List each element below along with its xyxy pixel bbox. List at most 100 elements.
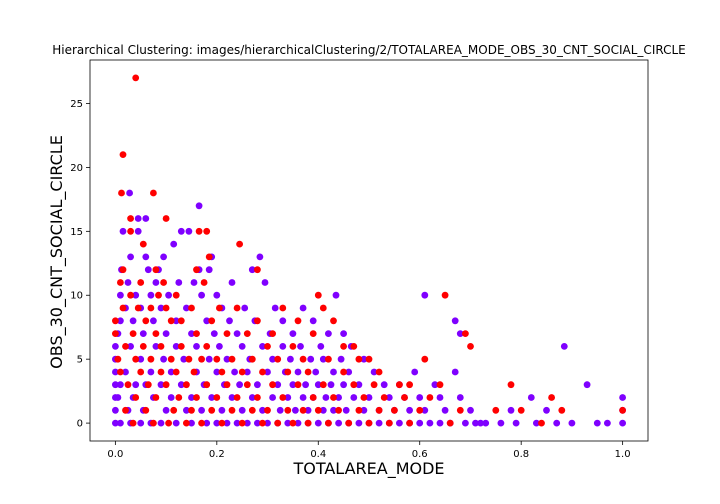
scatter-point — [396, 381, 403, 389]
scatter-point — [223, 419, 231, 427]
scatter-point — [223, 355, 231, 363]
scatter-point — [297, 343, 304, 350]
scatter-point — [279, 343, 287, 350]
scatter-point — [228, 279, 236, 286]
scatter-point — [157, 368, 165, 376]
scatter-point — [456, 406, 464, 414]
scatter-point — [370, 368, 378, 376]
scatter-point — [332, 291, 340, 299]
scatter-point — [492, 406, 500, 414]
x-tick-label: 0.4 — [310, 449, 326, 460]
scatter-point — [350, 381, 358, 389]
scatter-point — [157, 343, 165, 350]
scatter-point — [325, 355, 332, 363]
scatter-point — [259, 368, 266, 376]
scatter-point — [294, 419, 302, 427]
scatter-point — [560, 343, 568, 350]
scatter-point — [205, 355, 213, 363]
scatter-point — [467, 343, 474, 350]
scatter-point — [147, 304, 155, 312]
scatter-point — [132, 355, 140, 363]
scatter-point — [462, 419, 469, 427]
scatter-point — [203, 381, 211, 389]
scatter-point — [512, 419, 520, 427]
scatter-point — [309, 317, 317, 325]
scatter-point — [185, 227, 193, 235]
scatter-point — [322, 394, 330, 401]
scatter-point — [162, 381, 170, 389]
scatter-point — [355, 419, 363, 427]
scatter-point — [330, 368, 337, 376]
scatter-point — [129, 419, 137, 427]
scatter-point — [198, 406, 206, 414]
scatter-point — [274, 355, 282, 363]
scatter-point — [299, 355, 307, 363]
scatter-point — [416, 419, 424, 427]
scatter-point — [150, 189, 157, 197]
x-tick-label: 0.8 — [513, 449, 529, 460]
scatter-point — [193, 343, 200, 350]
scatter-point — [276, 406, 284, 414]
scatter-point — [330, 406, 337, 414]
y-tick-label: 5 — [77, 355, 83, 366]
scatter-point — [497, 419, 505, 427]
scatter-point — [213, 394, 221, 401]
scatter-point — [264, 419, 271, 427]
scatter-point — [167, 317, 175, 325]
scatter-point — [456, 330, 464, 337]
scatter-point — [436, 381, 444, 389]
scatter-point — [309, 330, 317, 337]
scatter-point — [269, 355, 276, 363]
scatter-point — [134, 215, 142, 222]
scatter-point — [553, 419, 561, 427]
scatter-point — [330, 394, 337, 401]
scatter-point — [157, 381, 165, 389]
scatter-point — [119, 266, 127, 274]
scatter-point — [205, 253, 213, 261]
scatter-point — [254, 381, 261, 389]
scatter-point — [238, 419, 246, 427]
scatter-point — [309, 394, 317, 401]
scatter-point — [360, 355, 368, 363]
scatter-point — [180, 355, 188, 363]
scatter-point — [406, 406, 413, 414]
scatter-point — [319, 304, 327, 312]
scatter-point — [548, 394, 555, 401]
scatter-point — [365, 419, 373, 427]
scatter-point — [238, 368, 246, 376]
y-tick-label: 10 — [70, 291, 83, 302]
scatter-point — [284, 368, 292, 376]
scatter-point — [507, 406, 515, 414]
scatter-point — [200, 279, 208, 286]
scatter-point — [160, 279, 168, 286]
scatter-point — [287, 355, 294, 363]
x-axis-ticks: 0.0 0.2 0.4 0.6 0.8 1.0 — [107, 441, 631, 460]
scatter-point — [188, 419, 195, 427]
scatter-point — [248, 406, 256, 414]
y-tick-label: 0 — [77, 419, 83, 430]
scatter-point — [307, 355, 315, 363]
scatter-point — [319, 381, 327, 389]
scatter-point — [117, 381, 124, 389]
scatter-point — [139, 343, 147, 350]
scatter-point — [147, 355, 155, 363]
scatter-point — [127, 253, 134, 261]
scatter-point — [195, 227, 203, 235]
scatter-point — [124, 279, 132, 286]
y-tick-label: 15 — [70, 227, 83, 238]
scatter-point — [238, 343, 246, 350]
plot-area-frame — [89, 59, 649, 442]
scatter-point — [355, 355, 363, 363]
scatter-point — [144, 381, 152, 389]
scatter-point — [203, 317, 211, 325]
scatter-point — [112, 381, 119, 389]
scatter-point — [177, 343, 185, 350]
scatter-point — [269, 381, 276, 389]
scatter-point — [477, 419, 484, 427]
scatter-point — [226, 317, 233, 325]
scatter-point — [208, 406, 216, 414]
scatter-point — [139, 330, 147, 337]
scatter-point — [122, 343, 129, 350]
scatter-point — [157, 304, 165, 312]
scatter-point — [462, 330, 469, 337]
